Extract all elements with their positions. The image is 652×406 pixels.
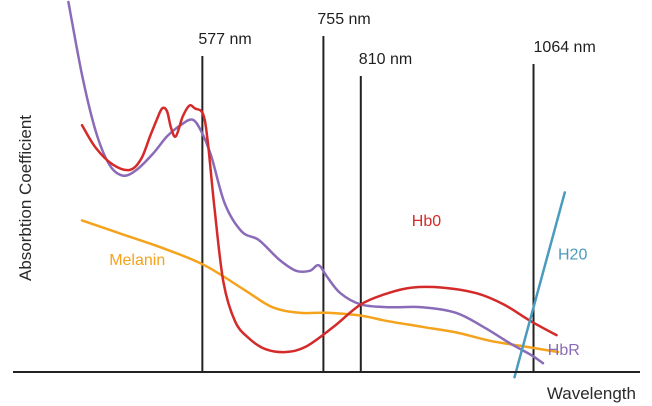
marker-label-755: 755 nm (317, 11, 370, 28)
y-axis-label: Absorbtion Coefficient (16, 115, 35, 281)
series-labels: Melanin HbR Hb0 H20 (109, 213, 587, 359)
series-label-melanin: Melanin (109, 252, 165, 269)
marker-label-1064: 1064 nm (534, 39, 596, 56)
series-line-melanin (80, 219, 560, 354)
series-label-hb0: Hb0 (412, 213, 441, 230)
marker-label-577: 577 nm (198, 31, 251, 48)
series-line-hbr (67, 0, 545, 365)
series-line-hb0 (80, 104, 558, 354)
x-axis-label: Wavelength (547, 384, 636, 403)
marker-label-810: 810 nm (359, 51, 412, 68)
wavelength-markers: 577 nm 755 nm 810 nm 1064 nm (198, 11, 596, 372)
series-label-h20: H20 (558, 247, 587, 264)
series-label-hbr: HbR (548, 342, 580, 359)
series-layer (67, 0, 567, 379)
series-line-h20 (513, 191, 567, 379)
